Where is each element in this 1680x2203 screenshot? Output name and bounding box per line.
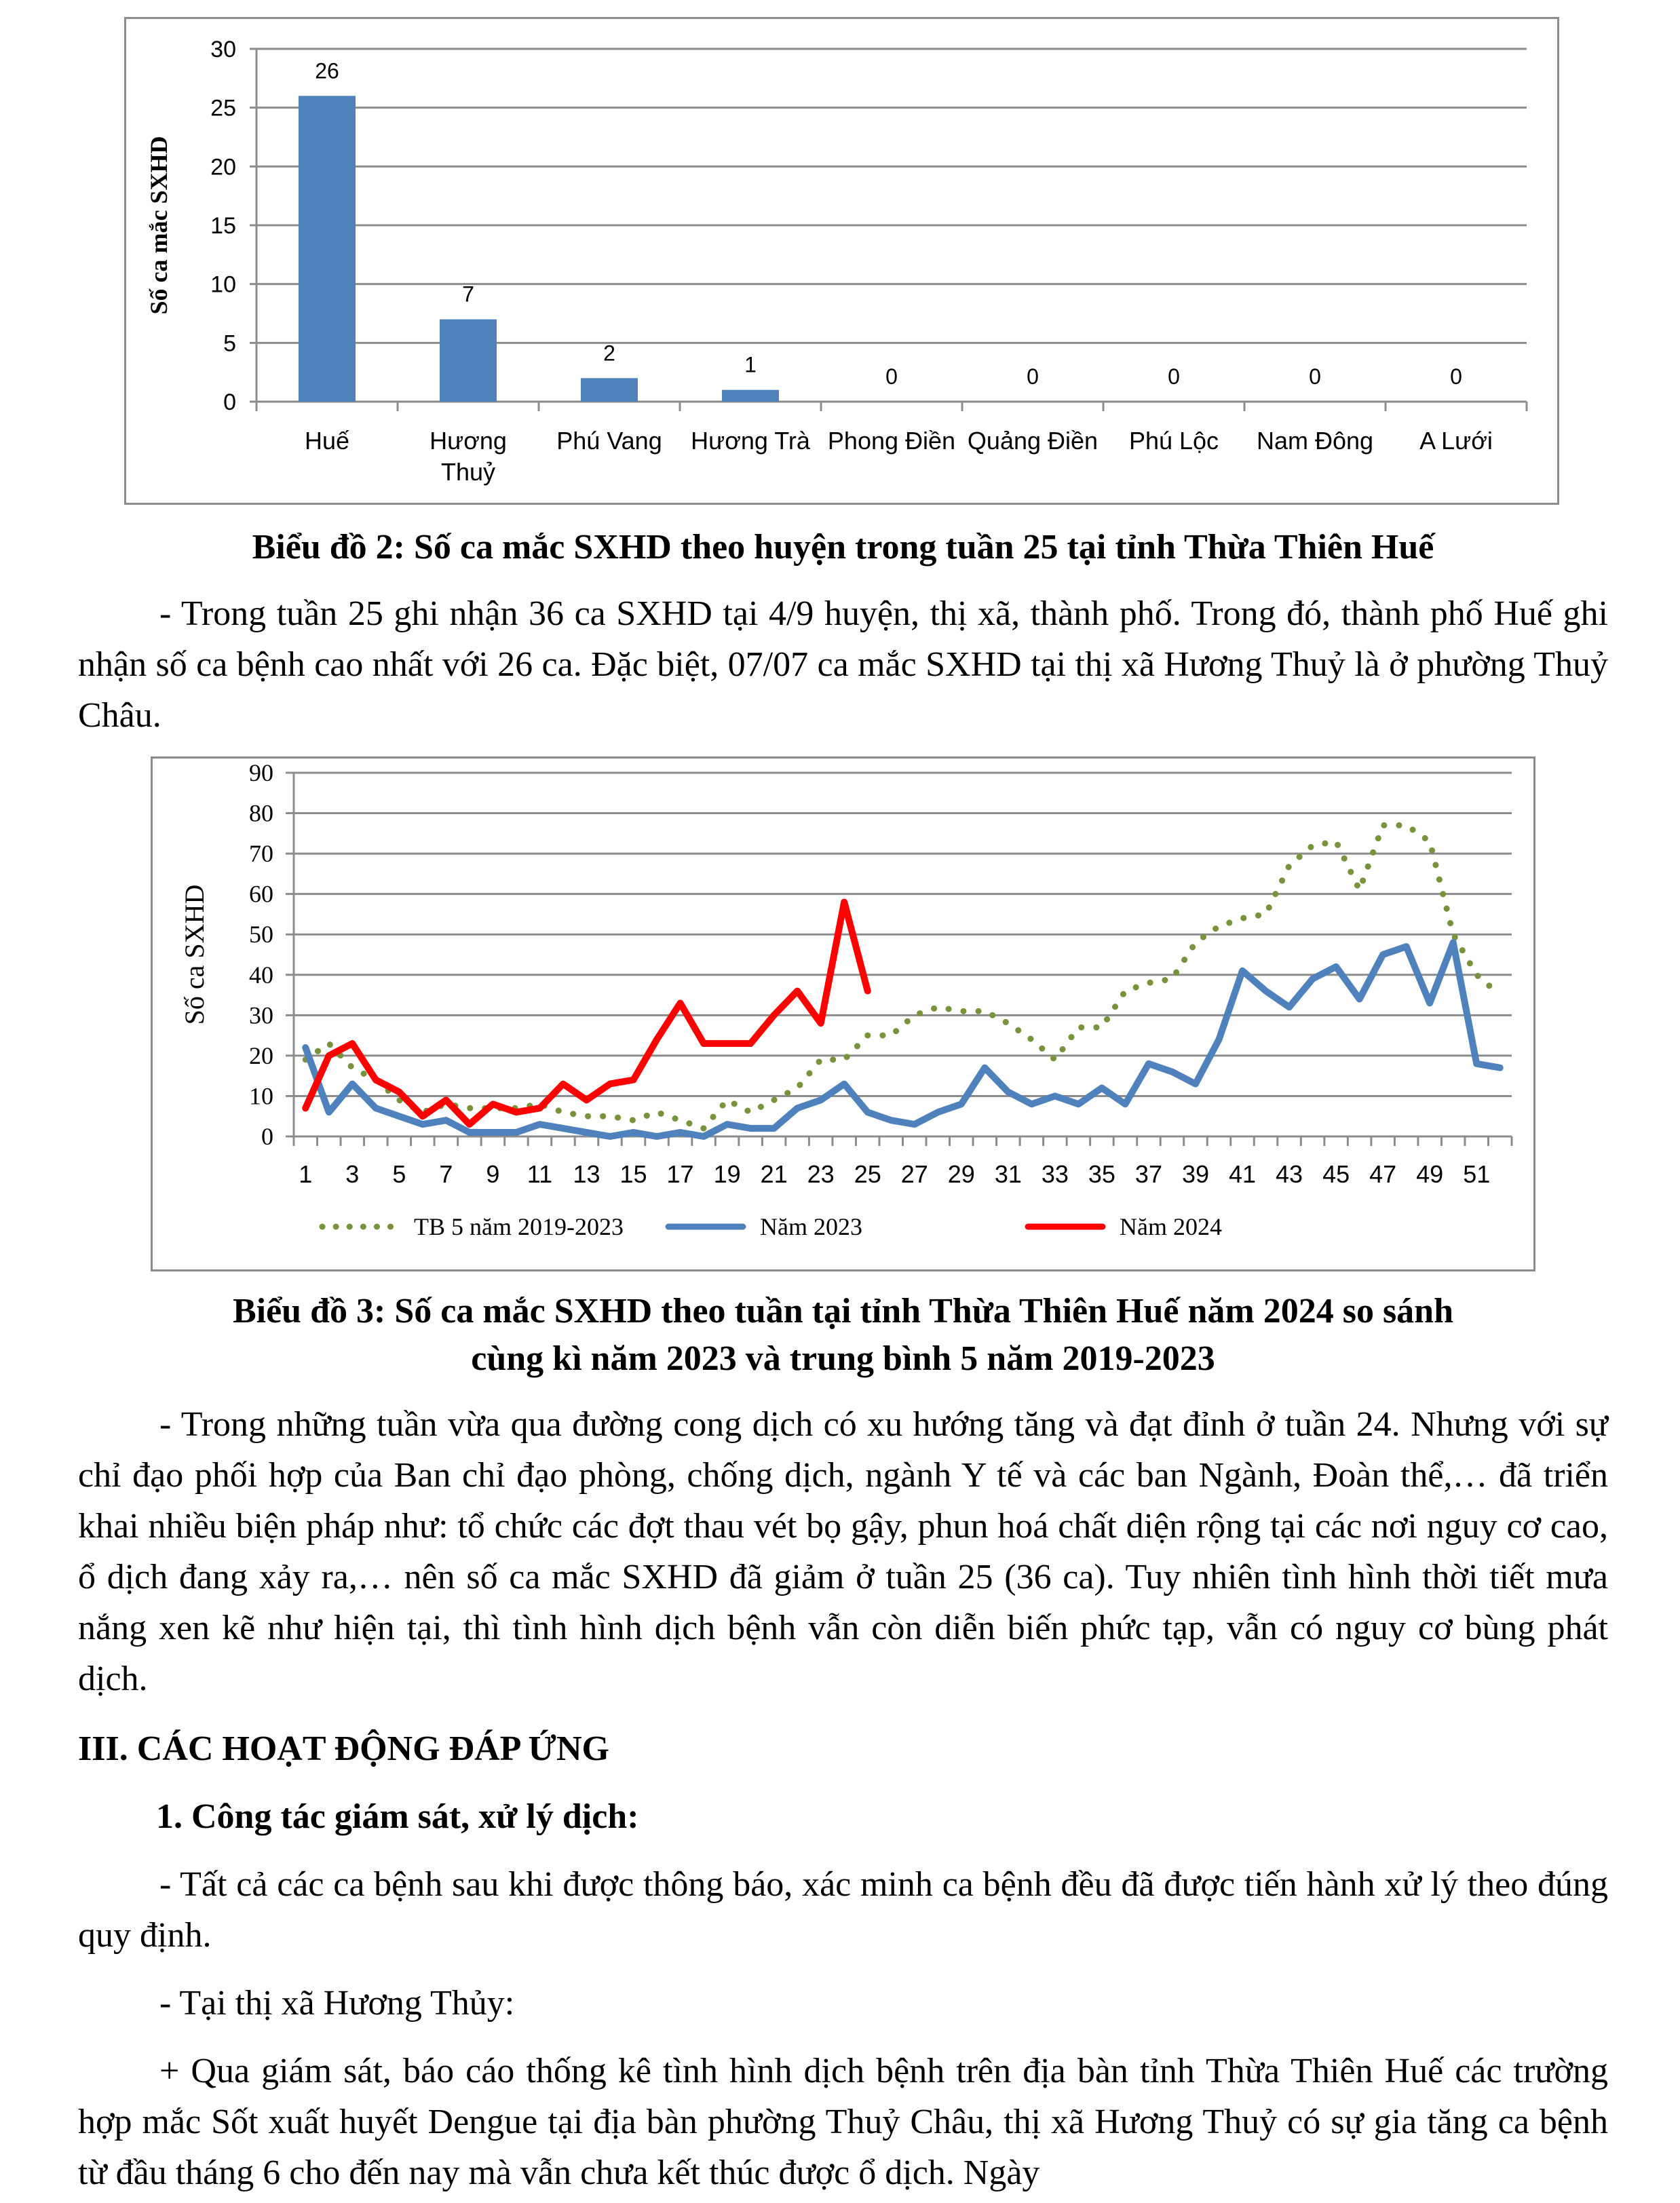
- x-tick-label: Thuỷ: [441, 458, 495, 486]
- x-tick-label: 29: [948, 1160, 975, 1188]
- y-tick-label: 40: [249, 961, 273, 989]
- y-tick-label: 10: [210, 272, 236, 298]
- y-tick-label: 70: [249, 840, 273, 867]
- x-tick-label: 3: [345, 1160, 359, 1188]
- data-label: 0: [1450, 364, 1462, 389]
- x-tick-label: 1: [299, 1160, 312, 1188]
- y-tick-label: 20: [249, 1042, 273, 1069]
- data-label: 2: [603, 341, 615, 365]
- x-tick-label: 11: [527, 1160, 552, 1188]
- x-tick-label: 5: [392, 1160, 406, 1188]
- chart-district-cases: 0 5 10 15 20 25 30 26 Huế 7 Hương Thuỷ 2 Phú Vang 1 Hươ…: [124, 17, 1559, 505]
- y-tick-label: 90: [249, 759, 273, 786]
- x-tick-label: 33: [1042, 1160, 1069, 1188]
- y-axis-title: Số ca mắc SXHD: [145, 136, 172, 315]
- paragraph-case-handling: - Tất cả các ca bệnh sau khi được thông …: [78, 1865, 1608, 1955]
- paragraph-thuy-chau: + Qua giám sát, báo cáo thống kê tình hì…: [78, 2052, 1608, 2192]
- x-tick-label: 51: [1463, 1160, 1490, 1188]
- series-line: [302, 939, 1504, 1140]
- y-tick-label: 60: [249, 881, 273, 908]
- chart3-caption: Biểu đồ 3: Số ca mắc SXHD theo tuần tại …: [78, 1288, 1608, 1383]
- x-tick-label: Nam Đông: [1257, 427, 1373, 455]
- chart2-caption: Biểu đồ 2: Số ca mắc SXHD theo huyện tro…: [252, 528, 1434, 567]
- y-tick-label: 25: [210, 96, 236, 121]
- y-tick-label: 50: [249, 921, 273, 948]
- x-tick-label: 39: [1182, 1160, 1209, 1188]
- paragraph-huong-thuy: - Tại thị xã Hương Thủy:: [159, 1984, 515, 2023]
- legend-label: TB 5 năm 2019-2023: [414, 1213, 624, 1240]
- x-tick-label: Quảng Điền: [968, 427, 1098, 455]
- x-tick-label: Hương: [429, 427, 507, 455]
- x-tick-label: 21: [761, 1160, 788, 1188]
- x-tick-label: 25: [854, 1160, 881, 1188]
- x-tick-label: 49: [1416, 1160, 1443, 1188]
- series-line: [302, 898, 871, 1128]
- y-tick-label: 10: [249, 1082, 273, 1109]
- series-line: [302, 822, 1504, 1132]
- data-label: 0: [1168, 364, 1180, 389]
- data-label: 0: [1309, 364, 1321, 389]
- x-tick-label: 31: [995, 1160, 1022, 1188]
- y-axis-title: Số ca SXHD: [179, 885, 210, 1025]
- chart-weekly-cases: 0 10 20 30 40 50 60 70 80 90 1 3 5 7 9 11 13 15 17 19 21 23 25…: [151, 756, 1535, 1271]
- y-tick-label: 30: [210, 37, 236, 62]
- bar-chart-svg: 0 5 10 15 20 25 30 26 Huế 7 Hương Thuỷ 2 Phú Vang 1 Hươ…: [145, 37, 1528, 486]
- legend-label: Năm 2023: [760, 1213, 862, 1240]
- data-label: 26: [315, 58, 339, 83]
- x-tick-label: Hương Trà: [691, 427, 811, 455]
- x-tick-label: 15: [620, 1160, 647, 1188]
- y-tick-label: 80: [249, 800, 273, 827]
- legend-label: Năm 2024: [1120, 1213, 1222, 1240]
- x-tick-label: 9: [486, 1160, 499, 1188]
- y-tick-label: 0: [261, 1123, 273, 1150]
- y-tick-label: 15: [210, 213, 236, 239]
- data-label: 0: [1027, 364, 1039, 389]
- bar: [299, 96, 356, 402]
- y-tick-label: 20: [210, 154, 236, 180]
- y-tick-label: 0: [223, 389, 236, 415]
- paragraph-epidemic-curve: - Trong những tuần vừa qua đường cong dị…: [78, 1405, 1608, 1698]
- paragraph-week25-summary: - Trong tuần 25 ghi nhận 36 ca SXHD tại …: [78, 594, 1608, 735]
- chart3-caption-line2: cùng kì năm 2023 và trung bình 5 năm 201…: [471, 1339, 1215, 1378]
- x-tick-label: A Lưới: [1419, 427, 1493, 455]
- y-tick-label: 30: [249, 1001, 273, 1029]
- x-tick-label: 43: [1276, 1160, 1303, 1188]
- chart3-caption-line1: Biểu đồ 3: Số ca mắc SXHD theo tuần tại …: [232, 1292, 1454, 1330]
- x-tick-label: 23: [807, 1160, 835, 1188]
- x-tick-label: 7: [439, 1160, 453, 1188]
- data-label: 0: [885, 364, 898, 389]
- x-tick-label: 17: [667, 1160, 694, 1188]
- y-tick-label: 5: [223, 330, 236, 356]
- x-tick-label: 45: [1322, 1160, 1350, 1188]
- x-tick-label: 35: [1088, 1160, 1115, 1188]
- x-tick-label: 41: [1229, 1160, 1256, 1188]
- x-tick-label: Phú Lộc: [1129, 427, 1219, 455]
- x-tick-label: 13: [573, 1160, 600, 1188]
- bar: [440, 319, 497, 402]
- bar: [581, 378, 638, 402]
- x-tick-label: 27: [901, 1160, 928, 1188]
- x-tick-label: Phong Điền: [828, 427, 955, 455]
- x-tick-label: Phú Vang: [556, 427, 662, 455]
- data-label: 1: [744, 353, 757, 377]
- x-tick-label: Huế: [305, 427, 349, 455]
- section-heading-response: III. CÁC HOẠT ĐỘNG ĐÁP ỨNG: [78, 1729, 609, 1768]
- x-tick-label: 19: [714, 1160, 741, 1188]
- data-label: 7: [462, 282, 474, 307]
- bar: [722, 389, 779, 402]
- x-tick-label: 47: [1369, 1160, 1396, 1188]
- x-tick-label: 37: [1135, 1160, 1162, 1188]
- subheading-surveillance: 1. Công tác giám sát, xử lý dịch:: [156, 1797, 639, 1836]
